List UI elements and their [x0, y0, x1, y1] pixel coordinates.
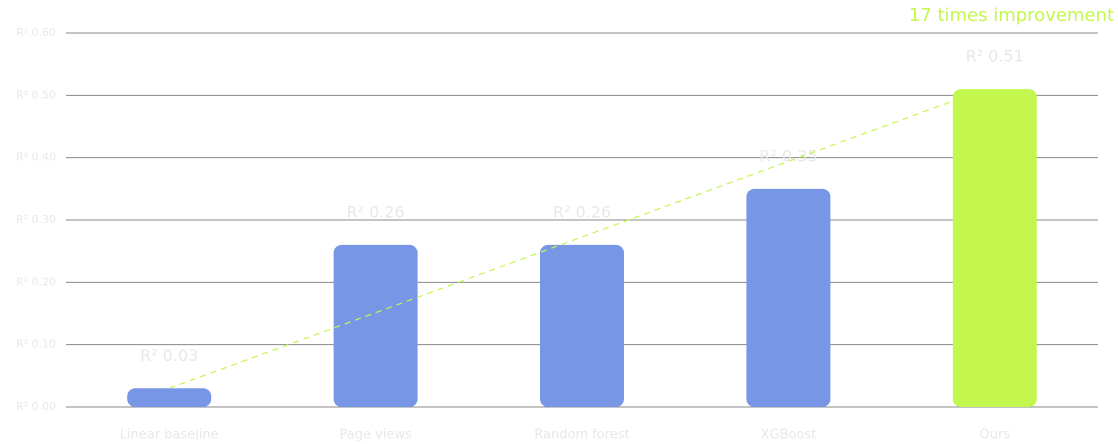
value-label: R² 0.26: [346, 202, 404, 221]
trend-line: [168, 100, 954, 389]
annotation: 17 times improvement: [909, 5, 1114, 26]
y-tick-label: R² 0.40: [16, 151, 56, 164]
y-tick-label: R² 0.30: [16, 213, 56, 226]
bar: [127, 388, 212, 407]
value-label: R² 0.35: [759, 146, 817, 165]
bar: [746, 188, 831, 407]
y-tick-label: R² 0.10: [16, 338, 56, 351]
x-tick-label: XGBoost: [761, 428, 817, 443]
y-tick-label: R² 0.50: [16, 88, 56, 101]
value-label: R² 0.26: [553, 202, 611, 221]
bar: [540, 244, 624, 407]
y-tick-label: R² 0.20: [16, 275, 56, 288]
value-label: R² 0.51: [966, 47, 1024, 66]
bar: [952, 89, 1037, 407]
x-tick-label: Linear baseline: [120, 428, 219, 443]
x-tick-label: Random forest: [534, 428, 629, 443]
x-tick-label: Page views: [339, 428, 412, 443]
bar: [333, 244, 418, 407]
y-tick-label: R² 0.60: [16, 26, 56, 39]
y-tick-label: R² 0.00: [16, 400, 56, 413]
x-tick-label: Ours: [980, 428, 1011, 443]
value-label: R² 0.03: [140, 346, 198, 365]
